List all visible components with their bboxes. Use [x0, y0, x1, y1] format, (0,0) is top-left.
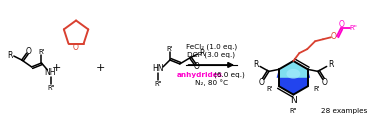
Text: O: O	[322, 78, 328, 87]
Text: (6.0 eq.): (6.0 eq.)	[214, 72, 245, 78]
Text: O: O	[259, 78, 265, 87]
Text: N₂, 80 °C: N₂, 80 °C	[195, 79, 228, 86]
Text: O: O	[331, 32, 337, 41]
Text: R': R'	[167, 46, 173, 52]
Text: R': R'	[266, 86, 273, 92]
Text: O: O	[26, 47, 32, 56]
Text: R': R'	[38, 49, 45, 55]
Polygon shape	[279, 61, 308, 95]
Text: anhydrides: anhydrides	[177, 72, 223, 78]
Text: +: +	[52, 63, 61, 73]
Text: R: R	[199, 49, 204, 58]
Ellipse shape	[287, 69, 300, 79]
Text: O: O	[339, 20, 345, 29]
Text: R: R	[253, 60, 259, 69]
Text: R": R"	[48, 85, 55, 91]
Text: R": R"	[290, 108, 297, 114]
Text: NH: NH	[45, 68, 56, 77]
Text: FeCl₂ (1.0 eq.): FeCl₂ (1.0 eq.)	[186, 44, 237, 50]
Polygon shape	[277, 69, 310, 95]
Text: R: R	[328, 60, 333, 69]
Text: HN: HN	[152, 64, 164, 73]
Text: N: N	[290, 96, 297, 105]
Text: R": R"	[154, 81, 162, 87]
Text: O: O	[194, 62, 200, 71]
Text: 28 examples: 28 examples	[321, 108, 367, 114]
Text: R": R"	[350, 25, 358, 31]
Text: R: R	[7, 51, 12, 60]
Text: DCP (3.0 eq.): DCP (3.0 eq.)	[187, 52, 235, 58]
Text: +: +	[96, 63, 105, 73]
Text: R': R'	[313, 86, 320, 92]
Text: O: O	[73, 43, 79, 52]
